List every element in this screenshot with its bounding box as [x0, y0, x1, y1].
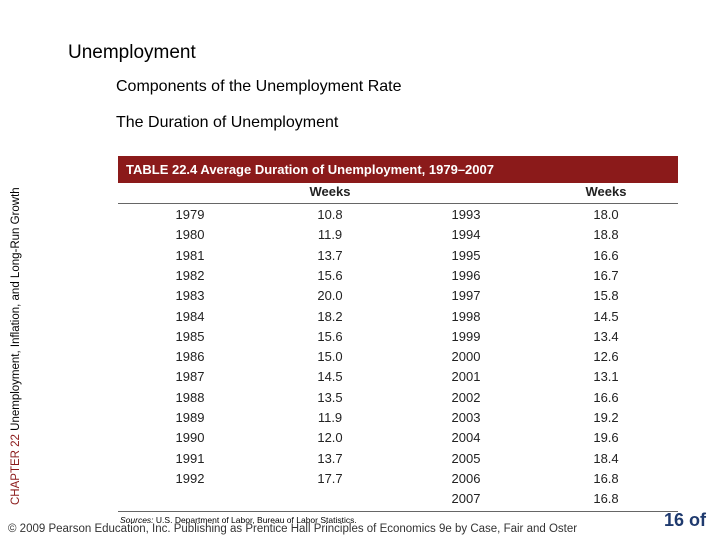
year-cell: 1988: [175, 389, 205, 405]
year-cell: 1999: [451, 328, 481, 344]
rule: [118, 203, 678, 204]
weeks-cell: 13.7: [317, 450, 343, 466]
weeks-cell: 13.5: [317, 389, 343, 405]
chapter: CHAPTER 22: [10, 434, 22, 505]
weeks-cell: 18.8: [593, 227, 619, 243]
weeks-cell: 15.0: [317, 349, 343, 365]
weeks-cell: 14.5: [317, 369, 343, 385]
column-header: Weeks: [309, 184, 351, 199]
year-cell: 1995: [451, 247, 481, 263]
year-cell: 1985: [175, 328, 205, 344]
weeks-cell: 16.7: [593, 267, 619, 283]
page-number: 16 of: [664, 510, 707, 530]
source-label: Sources:: [120, 515, 154, 525]
weeks-cell: 16.6: [593, 247, 619, 263]
weeks-cell: 13.4: [593, 328, 619, 344]
year-cell: 2003: [451, 410, 481, 425]
weeks-cell: 10.8: [317, 207, 343, 222]
year-cell: 2004: [451, 430, 481, 446]
year-cell: 1994: [451, 227, 481, 243]
year-cell: 2007: [451, 491, 481, 507]
year-cell: 2000: [451, 349, 481, 365]
weeks-cell: 13.7: [317, 247, 343, 263]
column-header: Weeks: [585, 184, 627, 199]
year-cell: 1998: [451, 308, 481, 324]
year-cell: 1991: [175, 450, 205, 466]
weeks-cell: 11.9: [317, 227, 343, 243]
source-note: Sources: U.S. Department of Labor, Burea…: [120, 515, 357, 525]
weeks-cell: 18.2: [317, 308, 343, 324]
year-cell: 2005: [451, 450, 481, 466]
year-cell: 2006: [451, 470, 481, 486]
year-cell: 1983: [175, 288, 205, 304]
year-cell: 1981: [175, 247, 205, 263]
side-label: CHAPTER 22 Unemployment, Inflation, and …: [10, 187, 22, 505]
year-cell: 1989: [175, 410, 205, 425]
year-cell: 1980: [175, 227, 205, 243]
year-cell: 1992: [175, 470, 205, 486]
weeks-cell: 19.2: [593, 410, 619, 425]
weeks-cell: 15.8: [593, 288, 619, 304]
weeks-cell: 16.8: [593, 470, 619, 486]
title: Unemployment: [68, 42, 196, 63]
subtitle: Components of the Unemployment Rate: [116, 78, 402, 95]
weeks-cell: 12.6: [593, 349, 619, 365]
weeks-cell: 15.6: [317, 267, 343, 283]
table-title: TABLE 22.4 Average Duration of Unemploym…: [126, 162, 494, 177]
section-title: The Duration of Unemployment: [116, 114, 339, 131]
year-cell: 1987: [175, 369, 205, 385]
table-title-bar: TABLE 22.4 Average Duration of Unemploym…: [118, 156, 678, 183]
weeks-cell: 19.6: [593, 430, 619, 446]
weeks-cell: 16.6: [593, 389, 619, 405]
weeks-cell: 17.7: [317, 470, 343, 486]
year-cell: 1993: [451, 207, 481, 222]
year-cell: 1990: [175, 430, 205, 446]
year-cell: 2001: [451, 369, 481, 385]
footer: © 2009 Pearson Education, Inc. Publishin…: [8, 523, 578, 535]
chapter-title: Unemployment, Inflation, and Long-Run Gr…: [10, 187, 22, 431]
weeks-cell: 18.4: [593, 450, 619, 466]
weeks-cell: 12.0: [317, 430, 343, 446]
year-cell: 1997: [451, 288, 481, 304]
rule: [118, 511, 678, 512]
year-cell: 1979: [175, 207, 205, 222]
weeks-cell: 14.5: [593, 308, 619, 324]
weeks-cell: 15.6: [317, 328, 343, 344]
year-cell: 1984: [175, 308, 205, 324]
weeks-cell: 11.9: [317, 410, 343, 425]
year-cell: 1986: [175, 349, 205, 365]
weeks-cell: 13.1: [593, 369, 619, 385]
weeks-cell: 20.0: [317, 288, 343, 304]
weeks-cell: 18.0: [593, 207, 619, 222]
year-cell: 2002: [451, 389, 481, 405]
source: U.S. Department of Labor, Bureau of Labo…: [155, 515, 357, 525]
year-cell: 1996: [451, 267, 481, 283]
year-cell: 1982: [175, 267, 205, 283]
weeks-cell: 16.8: [593, 491, 619, 507]
